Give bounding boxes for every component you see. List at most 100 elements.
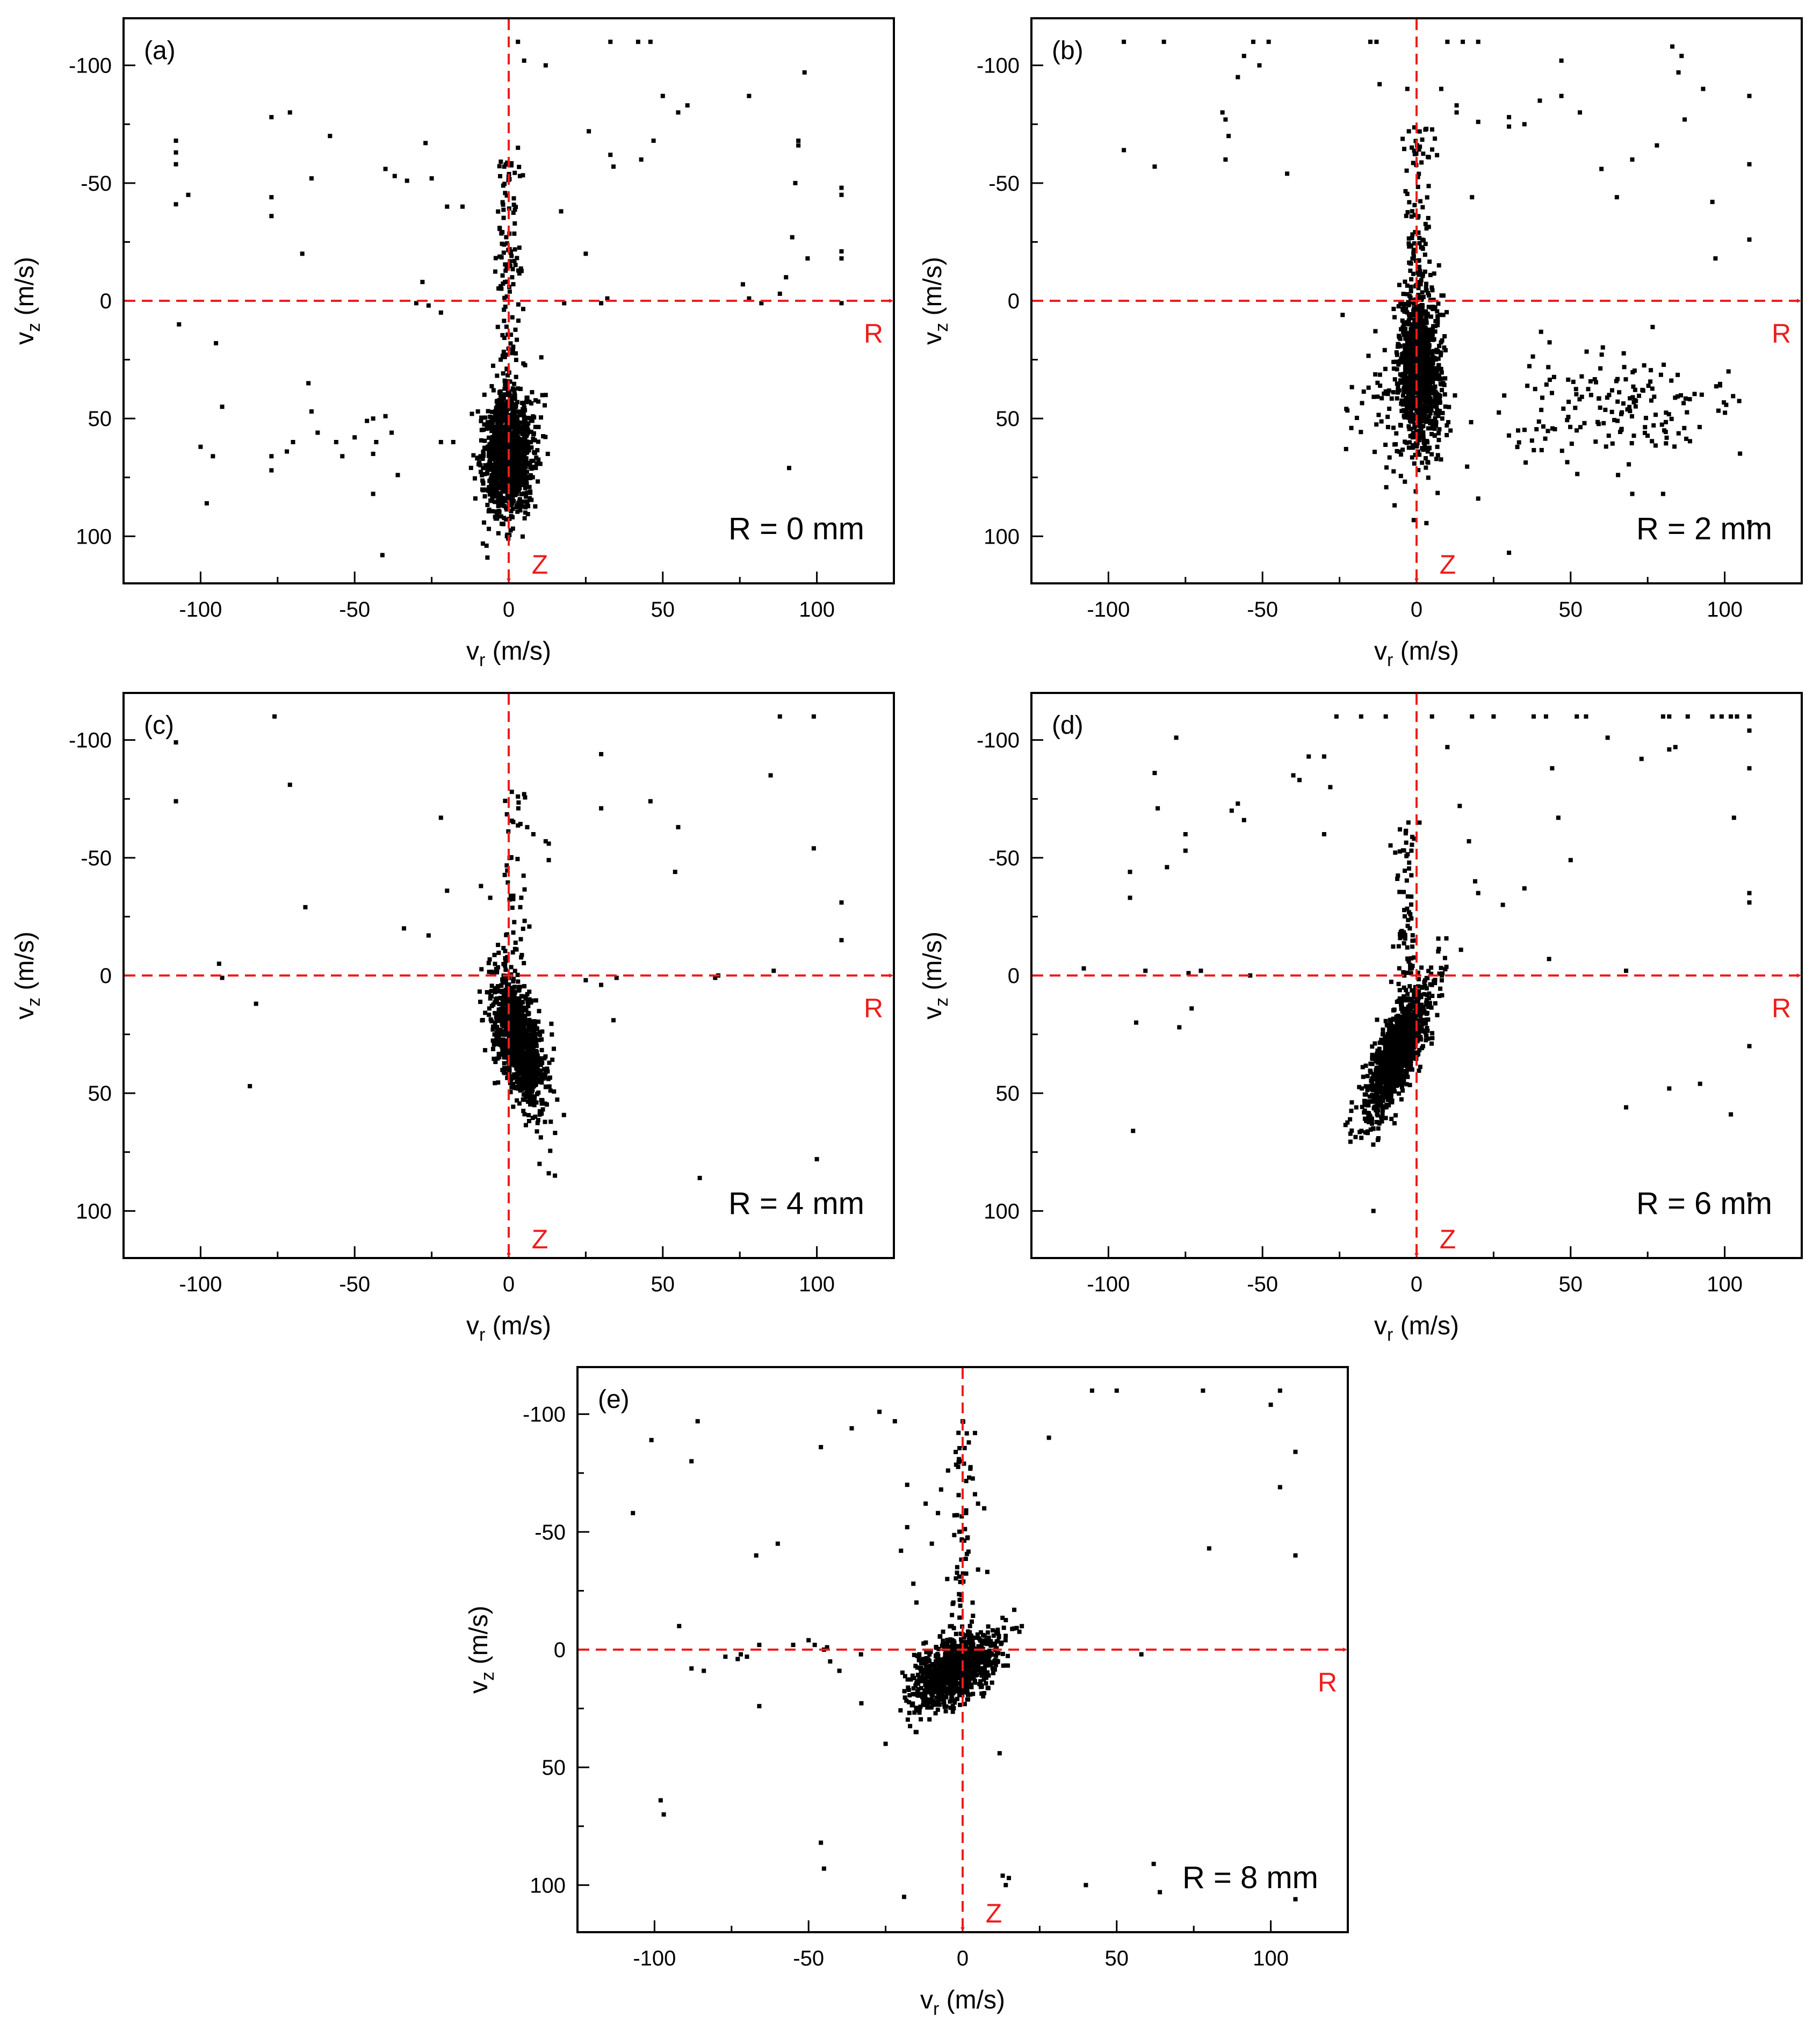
scatter-point (174, 799, 178, 804)
y-tick-label: 50 (88, 407, 112, 431)
cluster-point (495, 399, 500, 403)
cluster-point (526, 1086, 530, 1090)
stem-point (511, 820, 515, 824)
cluster-point (1419, 411, 1423, 416)
cloud-point (1651, 423, 1656, 428)
scatter-point (371, 416, 375, 421)
cluster-point (523, 450, 527, 454)
cluster-point (533, 451, 537, 455)
cluster-point (536, 400, 540, 404)
cluster-point (493, 500, 497, 504)
cluster-point (1400, 319, 1405, 323)
cluster-point (1349, 1109, 1353, 1113)
cluster-point (500, 407, 504, 411)
cloud-point (1383, 367, 1388, 371)
stem-point (1406, 241, 1411, 245)
scatter-point (389, 430, 394, 435)
cluster-point (515, 1025, 519, 1029)
scatter-point (384, 414, 388, 418)
cluster-point (1389, 1117, 1393, 1121)
cluster-point (485, 503, 489, 507)
cluster-point (511, 1050, 516, 1054)
x-tick-label: -50 (1247, 598, 1278, 621)
scatter-point (611, 164, 616, 169)
cloud-point (1643, 425, 1647, 429)
cluster-point (487, 479, 492, 483)
x-tick-label: 0 (1411, 598, 1422, 621)
cluster-point (1397, 982, 1401, 986)
cluster-point (1459, 948, 1463, 952)
cluster-point (485, 471, 489, 475)
cluster-point (1401, 292, 1405, 296)
cluster-point (1432, 271, 1436, 276)
cluster-point (548, 1075, 552, 1080)
scatter-point (371, 492, 375, 496)
cluster-point (512, 435, 516, 439)
cluster-point (1393, 1113, 1398, 1117)
cluster-point (543, 403, 547, 408)
scatter-point (636, 40, 640, 44)
cluster-point (514, 1058, 518, 1062)
cluster-point (478, 1000, 482, 1004)
stem-point (1430, 147, 1434, 151)
cloud-point (1610, 442, 1615, 446)
cluster-point (528, 485, 532, 489)
y-tick-label: -50 (988, 172, 1020, 196)
stem-point (516, 319, 521, 323)
cluster-point (493, 1011, 497, 1015)
stem-point (1418, 199, 1422, 204)
cluster-point (1393, 377, 1397, 381)
cluster-point (494, 409, 498, 413)
cluster-point (509, 1028, 514, 1032)
cloud-point (1617, 390, 1621, 394)
cluster-point (1426, 1029, 1430, 1033)
y-tick-label: -50 (81, 172, 112, 196)
cloud-point (1723, 410, 1727, 415)
scatter-point (676, 110, 680, 114)
scatter-point (439, 440, 443, 444)
cluster-point (1437, 263, 1441, 268)
scatter-point (648, 799, 653, 804)
cluster-point (1421, 424, 1425, 428)
cluster-point (494, 516, 498, 521)
scatter-point (380, 553, 385, 557)
scatter-point (839, 249, 843, 254)
scatter-point (174, 162, 178, 167)
cluster-point (495, 1031, 499, 1036)
cluster-point (517, 985, 521, 989)
stem-point (497, 391, 502, 395)
stem-point (516, 800, 521, 805)
cloud-point (1672, 444, 1677, 449)
cluster-point (494, 1041, 499, 1045)
cluster-point (1392, 315, 1397, 320)
y-axis-subscript: z (24, 323, 44, 332)
cluster-point (496, 951, 501, 955)
cluster-point (1429, 390, 1433, 394)
cluster-point (1417, 368, 1421, 372)
cluster-point (539, 1080, 544, 1085)
scatter-point (1476, 496, 1480, 501)
cluster-point (537, 1009, 541, 1013)
scatter-point (676, 825, 680, 829)
y-axis-title: vz (m/s) (919, 257, 952, 345)
cloud-point (1565, 460, 1570, 464)
stem-point (1417, 265, 1421, 269)
stem-point (517, 165, 521, 169)
scatter-point (1476, 40, 1480, 44)
scatter-point (1445, 40, 1449, 44)
scatter-point (812, 846, 816, 850)
scatter-point (1377, 82, 1382, 86)
scatter-point (1559, 59, 1564, 63)
scatter-point (445, 888, 449, 893)
stem-point (1421, 295, 1426, 299)
cluster-point (493, 1000, 497, 1004)
scatter-point (769, 773, 773, 777)
stem-point (496, 325, 500, 329)
x-axis-title: vr (m/s) (466, 1312, 551, 1345)
cloud-point (1598, 366, 1602, 371)
cluster-point (1435, 491, 1440, 495)
scatter-point (1747, 237, 1751, 242)
r-direction-label: R (1772, 319, 1791, 349)
y-axis-unit: (m/s) (11, 931, 39, 998)
cluster-point (500, 1052, 504, 1056)
